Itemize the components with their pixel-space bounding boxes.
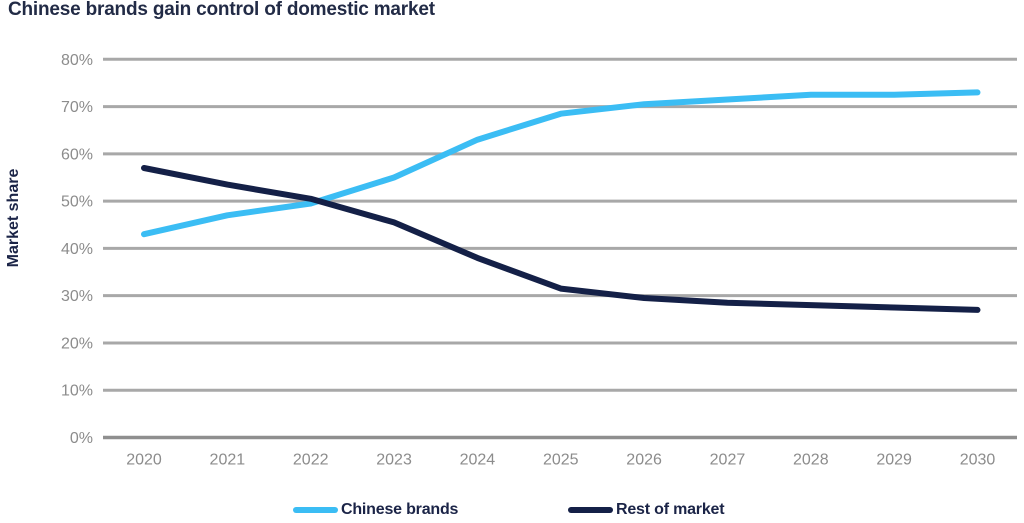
y-tick-label-30: 30% [61,288,93,305]
x-tick-label-2030: 2030 [960,452,996,469]
x-tick-label-2025: 2025 [543,452,579,469]
series-line-rest-of-market [141,165,981,313]
legend-label-rest-of-market: Rest of market [616,500,725,518]
y-axis-label: Market share [5,169,22,268]
y-tick-label-10: 10% [61,383,93,400]
y-tick-label-50: 50% [61,194,93,211]
legend-swatch-rest-of-market [568,506,613,513]
x-tick-label-2020: 2020 [126,452,162,469]
x-tick-label-2027: 2027 [710,452,746,469]
y-tick-label-20: 20% [61,335,93,352]
y-tick-label-70: 70% [61,99,93,116]
chart-title: Chinese brands gain control of domestic … [8,0,435,20]
x-tick-label-2028: 2028 [793,452,829,469]
x-tick-label-2026: 2026 [626,452,662,469]
legend-label-chinese-brands: Chinese brands [341,500,459,518]
y-tick-label-40: 40% [61,241,93,258]
x-tick-label-2023: 2023 [376,452,412,469]
y-tick-label-60: 60% [61,146,93,163]
legend-item-chinese-brands: Chinese brands [293,500,458,519]
y-tick-label-80: 80% [61,52,93,69]
legend-item-rest-of-market: Rest of market [568,500,725,519]
series-line-chinese-brands [141,89,981,238]
x-tick-label-2021: 2021 [210,452,246,469]
x-tick-label-2029: 2029 [876,452,912,469]
legend-swatch-chinese-brands [293,506,338,513]
y-tick-label-0: 0% [70,430,93,447]
x-tick-label-2024: 2024 [460,452,496,469]
x-tick-label-2022: 2022 [293,452,329,469]
